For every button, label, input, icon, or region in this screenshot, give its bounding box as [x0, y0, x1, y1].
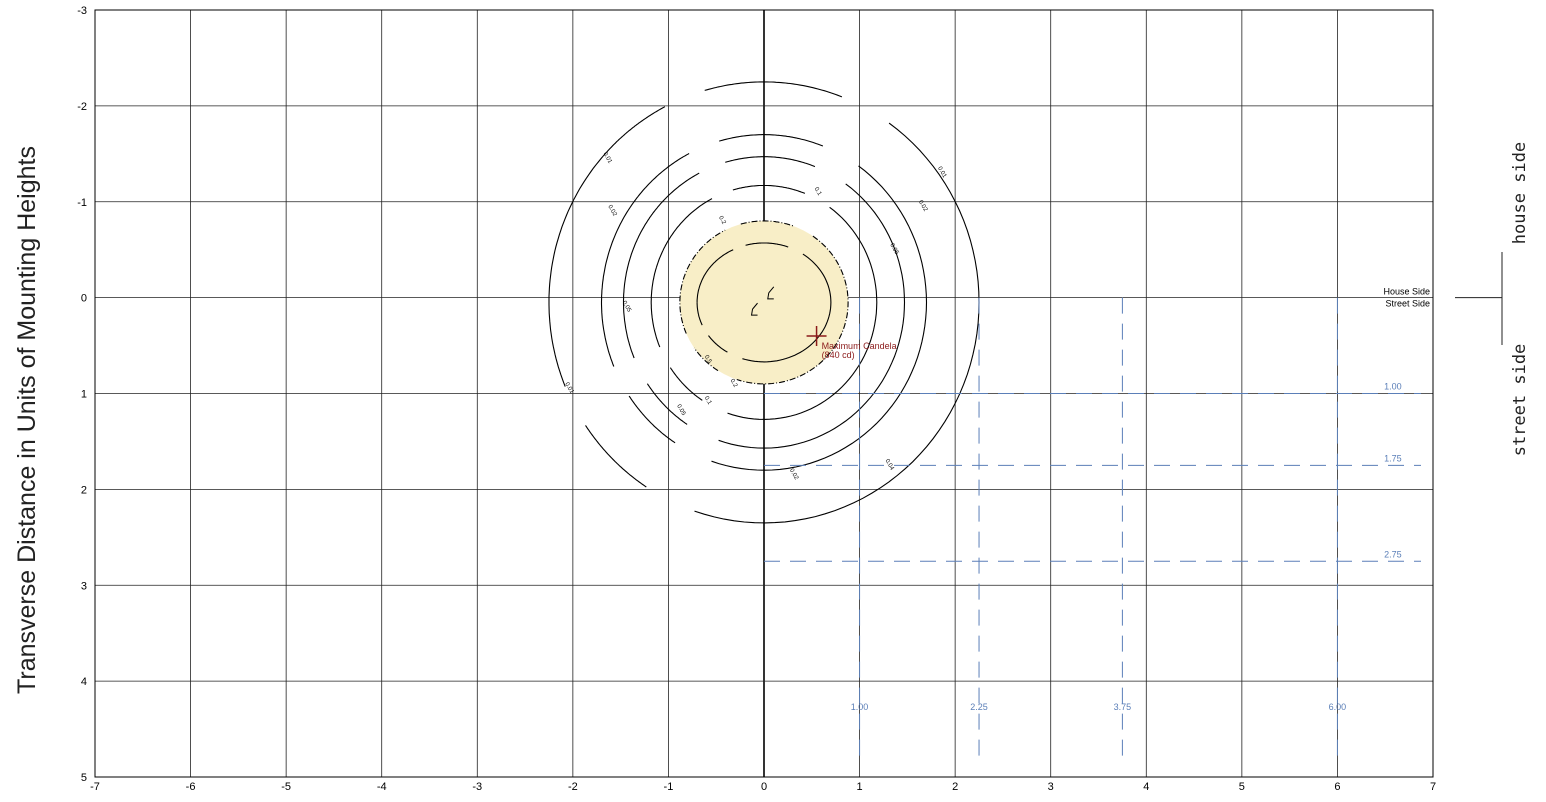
contour-0.2: [680, 229, 726, 291]
x-tick-label: 1: [857, 781, 863, 793]
contour-0.02: [719, 134, 824, 147]
contour-0.05: [725, 156, 816, 168]
contour-0.2: [740, 220, 795, 228]
y-tick-label: 0: [81, 293, 87, 305]
highlight-fill: [679, 220, 849, 384]
x-tick-label: -6: [186, 781, 196, 793]
ref-label-horizontal: 1.75: [1384, 453, 1402, 463]
x-tick-label: -2: [568, 781, 578, 793]
contour-label: 0.02: [917, 199, 928, 213]
contour-0.02: [600, 207, 631, 367]
x-tick-label: 2: [952, 781, 958, 793]
x-tick-label: 3: [1048, 781, 1054, 793]
ref-label-vertical: 2.25: [970, 702, 988, 712]
x-tick-label: 7: [1430, 781, 1436, 793]
y-tick-label: 2: [81, 484, 87, 496]
contour-0.01: [606, 106, 666, 153]
contour-0.1: [732, 184, 806, 194]
y-tick-label: 5: [81, 772, 87, 784]
contour-label: 0.2: [729, 378, 739, 389]
contour-0.05: [622, 238, 639, 359]
ref-label-vertical: 1.00: [851, 702, 869, 712]
contour-0.5: [696, 249, 734, 303]
x-tick-label: 0: [761, 781, 767, 793]
x-tick-label: 5: [1239, 781, 1245, 793]
house-side-label: house side: [1510, 142, 1530, 244]
y-tick-label: 3: [81, 580, 87, 592]
contour-lines: [548, 81, 980, 524]
contour-0.01: [548, 151, 608, 387]
contour-0.01: [704, 81, 843, 98]
contour-label: 0.01: [563, 382, 574, 396]
contour-0.1: [650, 267, 661, 348]
y-tick-label: -2: [77, 101, 87, 113]
contour-0.05: [637, 172, 700, 240]
ref-label-vertical: 3.75: [1114, 702, 1132, 712]
y-axis-label: Transverse Distance in Units of Mounting…: [13, 146, 41, 694]
contour-0.1: [669, 367, 703, 401]
contour-label: 0.02: [606, 204, 617, 218]
x-tick-label: -7: [90, 781, 100, 793]
axes: -7 -6 -5 -4 -3 -2 -1 0 1 2 3 4 5 6 7 -3 -2 -1 0 1 2 3 4 5: [77, 5, 1436, 793]
contour-0.01: [585, 425, 647, 488]
contour-label: 0.04: [884, 458, 895, 472]
contour-0.05: [646, 383, 688, 425]
contour-0.2: [736, 235, 849, 385]
contour-0.2: [679, 290, 687, 334]
x-tick-label: -1: [664, 781, 674, 793]
contour-label: 0.01: [602, 152, 613, 166]
ref-label-horizontal: 2.75: [1384, 549, 1402, 559]
y-tick-label: -1: [77, 197, 87, 209]
centre-marker: [767, 286, 775, 300]
y-tick-label: 4: [81, 676, 87, 688]
chart-labels: 0.01 0.01 0.02 0.02 0.1 0.05 0.05 0.2 0.5 0.01 0.0…: [563, 142, 1530, 482]
contour-label: 0.1: [813, 187, 823, 198]
street-side-small-label: Street Side: [1385, 299, 1430, 309]
contour-label: 0.2: [717, 215, 727, 226]
x-tick-label: -5: [281, 781, 291, 793]
contour-0.5: [708, 335, 728, 353]
contour-label: 0.02: [788, 468, 799, 482]
x-tick-label: 6: [1334, 781, 1340, 793]
contour-0.5: [745, 242, 789, 248]
contour-0.02: [629, 153, 690, 209]
contour-0.1: [655, 198, 713, 269]
maximum-candela-value: (840 cd): [822, 350, 855, 360]
x-tick-label: 4: [1143, 781, 1149, 793]
contour-0.5: [696, 302, 703, 326]
highlight-region: [679, 220, 849, 384]
x-tick-label: -3: [472, 781, 482, 793]
ref-label-vertical: 6.00: [1329, 702, 1347, 712]
contour-label: 0.01: [936, 166, 947, 180]
contour-0.01: [694, 122, 980, 524]
x-tick-label: -4: [377, 781, 387, 793]
street-side-label: street side: [1510, 344, 1530, 457]
y-tick-label: 1: [81, 389, 87, 401]
y-tick-label: -3: [77, 5, 87, 17]
contour-0.02: [711, 165, 928, 471]
contour-label: 0.05: [888, 243, 899, 257]
centre-marker: [750, 302, 758, 316]
contour-0.02: [628, 395, 676, 444]
contour-0.2: [693, 347, 719, 372]
reference-lines: 1.00 1.75 2.75 1.00 2.25 3.75 6.00: [764, 297, 1421, 765]
contour-0.5: [742, 253, 832, 363]
maximum-candela-label: Maximum Candela: [822, 341, 897, 351]
plot-frame: [94, 9, 1434, 778]
contour-label: 0.05: [675, 404, 686, 418]
contour-0.1: [727, 206, 878, 420]
contour-label: 0.5: [703, 354, 713, 365]
maximum-candela-marker: [806, 325, 827, 346]
contour-0.05: [718, 183, 906, 449]
contour-label: 0.1: [703, 396, 713, 407]
contour-label: 0.05: [621, 300, 632, 314]
house-side-small-label: House Side: [1383, 287, 1430, 297]
ref-label-horizontal: 1.00: [1384, 382, 1402, 392]
